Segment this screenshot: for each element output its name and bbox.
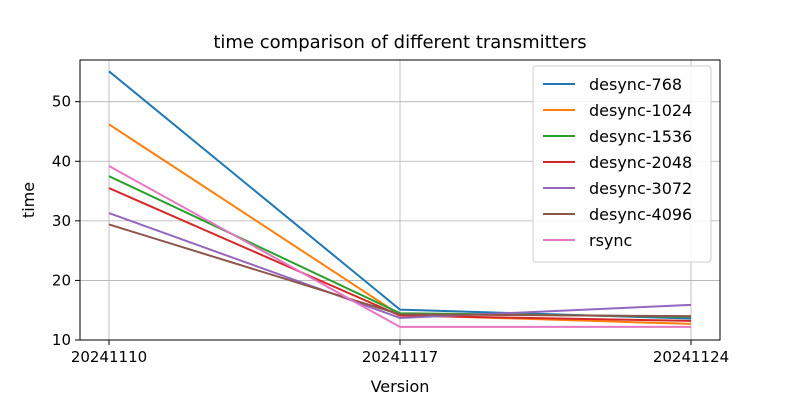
x-tick-label: 20241110 [71,348,147,366]
legend-label-rsync: rsync [589,231,632,250]
chart-title: time comparison of different transmitter… [213,32,586,53]
legend-label-desync-2048: desync-2048 [589,153,692,172]
y-tick-label: 50 [52,93,71,111]
x-axis-label: Version [371,377,430,396]
x-tick-label: 20241124 [653,348,729,366]
y-tick-label: 10 [52,331,71,349]
legend-label-desync-1024: desync-1024 [589,101,692,120]
legend-label-desync-1536: desync-1536 [589,127,692,146]
legend-label-desync-768: desync-768 [589,75,682,94]
y-axis-label: time [19,182,38,218]
series-line-rsync [108,165,691,328]
legend-label-desync-4096: desync-4096 [589,205,692,224]
series-line-desync-4096 [108,223,692,318]
series-line-desync-2048 [108,187,692,322]
x-tick-label: 20241117 [362,348,438,366]
y-tick-label: 20 [52,271,71,289]
series-lines [108,70,692,328]
axis-ticks: 20241110 20241117 20241124 10 20 30 40 50 [52,93,729,366]
y-tick-label: 30 [52,212,71,230]
series-line-desync-3072 [108,212,692,319]
legend-label-desync-3072: desync-3072 [589,179,692,198]
y-tick-label: 40 [52,152,71,170]
legend: desync-768 desync-1024 desync-1536 desync-2… [532,65,712,263]
legend-box [532,65,712,263]
